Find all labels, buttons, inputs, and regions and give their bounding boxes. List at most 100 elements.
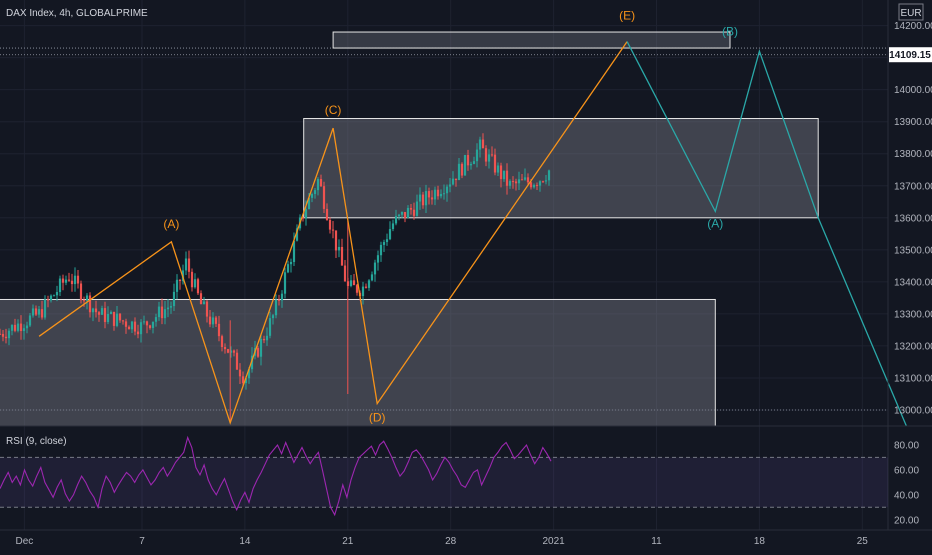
- candle-body: [412, 209, 416, 216]
- last-price-value: 14109.15: [889, 50, 931, 61]
- price-zone-box[interactable]: [0, 298, 716, 427]
- price-tick-label: 13100.00: [894, 373, 932, 384]
- candle-body: [415, 201, 419, 216]
- time-tick-label: 28: [445, 536, 457, 547]
- candle-body: [151, 321, 155, 328]
- candle-body: [232, 350, 236, 353]
- candle-body: [322, 186, 326, 209]
- candle-body: [121, 320, 125, 322]
- candle-body: [154, 317, 158, 322]
- candle-body: [403, 211, 407, 219]
- candle-body: [532, 184, 536, 188]
- time-tick-label: 21: [342, 536, 354, 547]
- wave-labels-layer: (A) (C) (D) (E) (B) (A): [163, 9, 738, 425]
- candle-body: [307, 197, 311, 210]
- candle-body: [40, 309, 44, 318]
- currency-box[interactable]: [898, 3, 924, 21]
- candle-body: [115, 313, 119, 326]
- candle-body: [529, 182, 533, 188]
- candle-body: [508, 181, 512, 186]
- candle-body: [202, 301, 206, 305]
- candle-body: [319, 179, 323, 187]
- time-axis[interactable]: Dec71421282021111825Feb: [16, 536, 932, 547]
- elliott-wave-line[interactable]: [38, 41, 628, 425]
- price-zone-box[interactable]: [303, 118, 819, 219]
- candle-body: [223, 347, 227, 350]
- price-tick-label: 13500.00: [894, 245, 932, 256]
- candle-body: [499, 165, 503, 180]
- candle-body: [256, 348, 260, 357]
- candle-body: [289, 261, 293, 265]
- candle-body: [28, 315, 32, 326]
- candle-body: [505, 170, 509, 186]
- candle-body: [409, 207, 413, 210]
- candle-body: [265, 335, 269, 341]
- time-tick-label: 11: [651, 536, 662, 547]
- wave-label: (E): [619, 9, 635, 23]
- candle-body: [370, 274, 374, 281]
- candle-body: [37, 309, 41, 315]
- rsi-tick-label: 60.00: [894, 465, 919, 476]
- candle-body: [208, 316, 212, 325]
- price-tick-label: 13400.00: [894, 277, 932, 288]
- candle-body: [274, 299, 278, 316]
- candle-body: [424, 191, 428, 206]
- price-tick-label: 14200.00: [894, 21, 932, 32]
- candle-body: [199, 293, 203, 305]
- projection-wave-line[interactable]: [626, 41, 907, 427]
- candle-body: [364, 286, 368, 288]
- candle-body: [4, 336, 8, 339]
- candle-body: [226, 349, 230, 353]
- candle-body: [172, 291, 176, 307]
- candle-body: [394, 216, 398, 224]
- candle-body: [43, 299, 47, 318]
- candle-body: [34, 308, 38, 315]
- candle-body: [64, 279, 68, 283]
- candle-body: [349, 280, 353, 286]
- candle-body: [331, 229, 335, 231]
- rsi-tick-label: 20.00: [894, 515, 919, 526]
- candle-body: [229, 350, 233, 353]
- candle-body: [148, 325, 152, 328]
- wave-annotation-layer[interactable]: [38, 41, 907, 427]
- candle-body: [334, 230, 338, 251]
- candle-body: [484, 148, 488, 162]
- candle-body: [7, 330, 11, 339]
- candle-body: [538, 181, 542, 186]
- candle-body: [241, 376, 245, 384]
- rsi-pane[interactable]: 80.00 60.00 40.00 20.00: [0, 435, 919, 527]
- candle-body: [340, 246, 344, 266]
- candle-body: [433, 189, 437, 200]
- candle-body: [454, 178, 458, 181]
- candle-body: [70, 280, 74, 285]
- candle-body: [268, 318, 272, 336]
- candle-body: [481, 139, 485, 149]
- candle-body: [163, 309, 167, 319]
- price-zones[interactable]: [0, 31, 819, 427]
- price-tick-label: 13600.00: [894, 213, 932, 224]
- candle-body: [544, 180, 548, 182]
- candle-body: [466, 155, 470, 166]
- candle-body: [19, 323, 23, 332]
- chart-title: DAX Index, 4h, GLOBALPRIME: [6, 8, 148, 19]
- candle-body: [418, 194, 422, 202]
- candle-body: [487, 154, 491, 162]
- candle-body: [52, 295, 56, 297]
- candle-body: [25, 325, 29, 329]
- price-tick-label: 13300.00: [894, 309, 932, 320]
- candle-body: [244, 378, 248, 384]
- candle-body: [295, 228, 299, 241]
- wave-label: (C): [325, 103, 342, 117]
- candle-body: [112, 311, 116, 326]
- candle-body: [427, 191, 431, 198]
- candle-body: [262, 338, 266, 341]
- candle-body: [286, 264, 290, 273]
- candle-body: [10, 324, 14, 331]
- candle-body: [178, 279, 182, 281]
- time-tick-label: 18: [754, 536, 766, 547]
- price-zone-box[interactable]: [332, 31, 731, 49]
- candle-body: [283, 272, 287, 294]
- candle-body: [103, 308, 107, 323]
